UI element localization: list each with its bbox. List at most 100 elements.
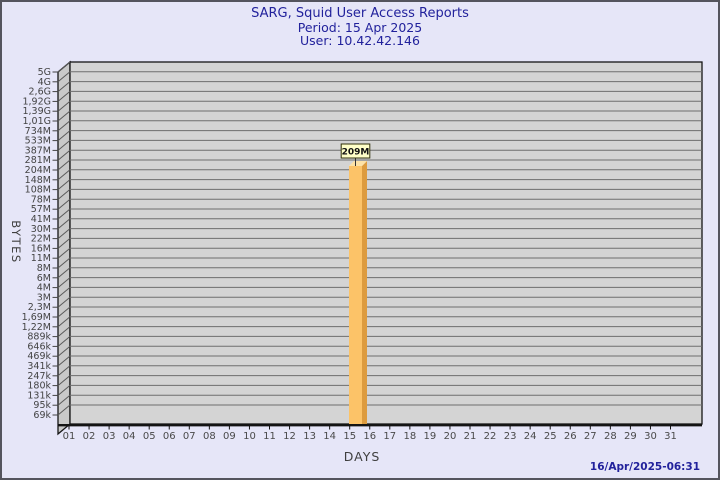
- y-tick-label: 5G: [38, 67, 51, 78]
- bar-top-face: [349, 161, 367, 166]
- y-tick-label: 1,22M: [22, 322, 51, 333]
- x-tick-label: 24: [524, 431, 537, 442]
- x-tick-label: 20: [444, 431, 457, 442]
- x-tick-label: 28: [604, 431, 617, 442]
- gridline-wall-diagonal: [57, 120, 71, 132]
- bar-value-label-box: [340, 143, 371, 159]
- gridline-wall-diagonal: [57, 228, 71, 239]
- y-tick-label: 341k: [27, 361, 51, 372]
- gridline-wall-diagonal: [57, 169, 71, 181]
- y-tick-label: 469k: [27, 351, 51, 362]
- y-tick-label: 16M: [31, 243, 51, 254]
- gridline-wall-diagonal: [57, 287, 71, 298]
- y-tick-label: 533M: [25, 136, 51, 147]
- y-tick-label: 2,6G: [29, 87, 51, 98]
- y-tick-label: 148M: [25, 175, 51, 186]
- gridline-wall-diagonal: [57, 130, 71, 141]
- gridline-wall-diagonal: [57, 189, 71, 200]
- x-tick-label: 29: [624, 431, 637, 442]
- gridline-wall-diagonal: [57, 345, 71, 357]
- gridline-wall-diagonal: [57, 100, 71, 112]
- gridline-wall-diagonal: [57, 336, 71, 347]
- y-tick-label: 1,69M: [22, 312, 51, 323]
- gridline-wall-diagonal: [57, 71, 71, 83]
- y-tick-label: 1,92G: [22, 96, 51, 107]
- y-tick-label: 889k: [27, 332, 51, 343]
- generation-timestamp: 16/Apr/2025-06:31: [589, 461, 700, 473]
- x-tick-label: 30: [644, 431, 657, 442]
- bar-side-face: [362, 161, 367, 424]
- y-tick-label: 4M: [37, 283, 51, 294]
- gridline-wall-diagonal: [57, 91, 71, 102]
- gridline-wall-diagonal: [57, 306, 71, 318]
- x-tick-label: 15: [343, 431, 356, 442]
- y-tick-label: 2,3M: [28, 302, 51, 313]
- y-tick-label: 57M: [31, 204, 51, 215]
- gridline-wall-diagonal: [57, 385, 71, 396]
- plot-left-wall: [57, 60, 71, 436]
- x-tick-label: 12: [283, 431, 296, 442]
- gridline-wall-diagonal: [57, 257, 71, 269]
- x-tick-label: 26: [564, 431, 577, 442]
- y-axis-title: BYTES: [9, 220, 23, 264]
- title-block: SARG, Squid User Access Reports Period: …: [2, 6, 718, 48]
- y-tick-label: 180k: [27, 381, 51, 392]
- x-tick-label: 10: [243, 431, 256, 442]
- gridline-wall-diagonal: [57, 316, 71, 328]
- x-tick-label: 02: [83, 431, 96, 442]
- x-axis-title: DAYS: [343, 449, 381, 464]
- gridline-wall-diagonal: [57, 149, 71, 161]
- x-tick-label: 08: [203, 431, 216, 442]
- x-tick-label: 23: [504, 431, 517, 442]
- gridline-wall-diagonal: [57, 179, 71, 190]
- x-tick-label: 05: [143, 431, 156, 442]
- gridline-wall-diagonal: [57, 198, 71, 210]
- gridline-wall-diagonal: [57, 238, 71, 249]
- gridline-wall-diagonal: [57, 247, 71, 259]
- y-tick-label: 387M: [25, 145, 51, 156]
- x-tick-label: 16: [363, 431, 376, 442]
- y-tick-label: 69k: [33, 410, 51, 421]
- chart-user-subtitle: User: 10.42.42.146: [300, 33, 420, 48]
- y-tick-label: 4G: [38, 77, 51, 88]
- y-tick-label: 11M: [31, 253, 51, 264]
- bar-day-15: [349, 166, 362, 424]
- gridline-wall-diagonal: [57, 326, 71, 337]
- x-tick-label: 14: [323, 431, 336, 442]
- x-tick-label: 27: [584, 431, 597, 442]
- gridline-wall-diagonal: [57, 365, 71, 377]
- bar-value-label: 209M: [342, 148, 370, 158]
- y-tick-label: 22M: [31, 234, 51, 245]
- x-tick-label: 04: [123, 431, 136, 442]
- gridline-wall-diagonal: [57, 375, 71, 386]
- gridline-wall-diagonal: [57, 61, 71, 73]
- gridline-wall-diagonal: [57, 394, 71, 406]
- y-tick-label: 247k: [27, 371, 51, 382]
- y-tick-label: 41M: [31, 214, 51, 225]
- gridline-wall-diagonal: [57, 159, 71, 171]
- x-tick-label: 03: [103, 431, 116, 442]
- x-tick-label: 19: [424, 431, 437, 442]
- y-tick-label: 3M: [37, 292, 51, 303]
- y-tick-label: 1,01G: [22, 116, 51, 127]
- gridline-wall-diagonal: [57, 81, 71, 92]
- y-tick-label: 8M: [37, 263, 51, 274]
- y-tick-label: 30M: [31, 224, 51, 235]
- gridline-wall-diagonal: [57, 208, 71, 220]
- y-tick-label: 78M: [31, 194, 51, 205]
- x-tick-label: 07: [183, 431, 196, 442]
- y-tick-label: 131k: [27, 390, 51, 401]
- gridline-wall-diagonal: [57, 267, 71, 279]
- y-tick-label: 108M: [25, 185, 51, 196]
- y-tick-label: 281M: [25, 155, 51, 166]
- x-tick-label: 18: [403, 431, 416, 442]
- y-tick-label: 734M: [25, 126, 51, 137]
- plot-back-wall: [69, 61, 703, 425]
- x-tick-label: 17: [383, 431, 396, 442]
- chart-title: SARG, Squid User Access Reports: [251, 6, 469, 21]
- x-tick-label: 13: [303, 431, 316, 442]
- gridline-wall-diagonal: [57, 404, 71, 416]
- y-tick-label: 1,39G: [22, 106, 51, 117]
